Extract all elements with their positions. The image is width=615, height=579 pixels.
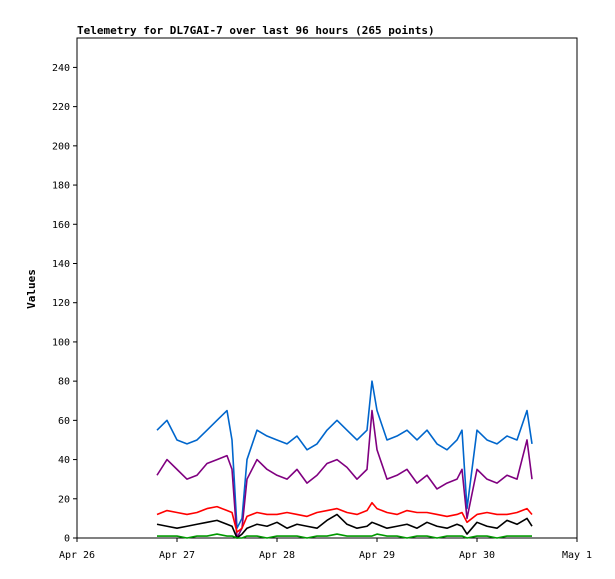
series-layer [156, 380, 533, 539]
chart-title: Telemetry for DL7GAI-7 over last 96 hour… [77, 24, 435, 37]
y-tick-label: 160 [52, 220, 70, 231]
y-axis: 0 20 40 60 80 100 120 140 160 180 200 220 240 [52, 63, 77, 545]
x-tick-label: Apr 28 [259, 550, 295, 561]
x-tick-label: Apr 29 [359, 550, 395, 561]
y-tick-label: 80 [58, 377, 70, 388]
x-axis: Apr 26 Apr 27 Apr 28 Apr 29 Apr 30 May 1 [59, 538, 592, 561]
y-tick-label: 220 [52, 102, 70, 113]
y-tick-label: 140 [52, 259, 70, 270]
series-line-3 [156, 501, 533, 533]
y-axis-label: Values [25, 269, 38, 309]
y-tick-label: 60 [58, 416, 70, 427]
x-tick-label: Apr 27 [159, 550, 195, 561]
y-tick-label: 0 [64, 534, 70, 545]
series-line-5 [157, 533, 532, 539]
series-line-4 [156, 513, 533, 539]
series-line-1 [156, 380, 533, 529]
y-tick-label: 20 [58, 494, 70, 505]
x-tick-label: May 1 [562, 550, 592, 561]
y-tick-label: 120 [52, 298, 70, 309]
y-tick-label: 200 [52, 141, 70, 152]
x-tick-label: Apr 30 [459, 550, 495, 561]
y-tick-label: 240 [52, 63, 70, 74]
plot-area-frame [76, 37, 578, 539]
x-tick-label: Apr 26 [59, 550, 95, 561]
y-tick-label: 180 [52, 181, 70, 192]
y-tick-label: 40 [58, 455, 70, 466]
y-tick-label: 100 [52, 337, 70, 348]
series-line-2 [156, 409, 533, 539]
